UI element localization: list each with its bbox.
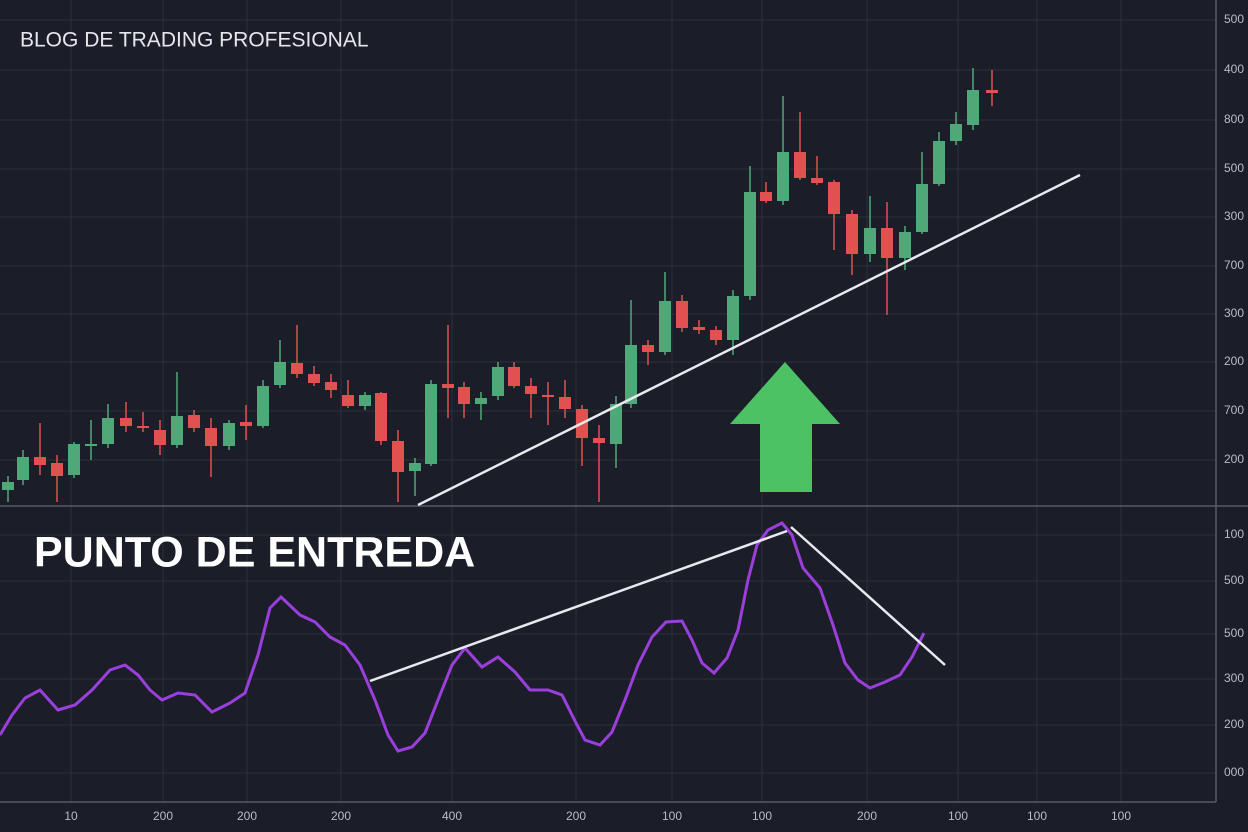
candle-body <box>676 301 688 328</box>
time-label: 100 <box>1111 809 1131 823</box>
candle-body <box>34 457 46 465</box>
candle-body <box>916 184 928 232</box>
oscillator-label: 300 <box>1224 671 1244 685</box>
price-label: 700 <box>1224 258 1244 272</box>
candle-body <box>659 301 671 352</box>
price-label: 500 <box>1224 12 1244 26</box>
candle-body <box>120 418 132 426</box>
price-label: 300 <box>1224 306 1244 320</box>
candles <box>2 68 998 502</box>
candle-body <box>102 418 114 444</box>
time-label: 200 <box>331 809 351 823</box>
candle-body <box>188 415 200 428</box>
time-label: 200 <box>237 809 257 823</box>
oscillator-label: 200 <box>1224 717 1244 731</box>
divergence-line <box>790 526 946 666</box>
time-label: 100 <box>662 809 682 823</box>
candle-body <box>392 441 404 472</box>
trend-line <box>417 173 1081 507</box>
candle-body <box>223 423 235 446</box>
time-label: 400 <box>442 809 462 823</box>
candle-body <box>593 438 605 443</box>
blog-title: BLOG DE TRADING PROFESIONAL <box>20 29 369 52</box>
candle-body <box>933 141 945 184</box>
candle-body <box>409 463 421 471</box>
candle-body <box>986 90 998 93</box>
time-label: 200 <box>857 809 877 823</box>
time-label: 100 <box>752 809 772 823</box>
price-label: 700 <box>1224 403 1244 417</box>
oscillator-label: 500 <box>1224 626 1244 640</box>
candle-body <box>257 386 269 426</box>
candle-body <box>693 327 705 330</box>
price-label: 500 <box>1224 161 1244 175</box>
candle-body <box>525 386 537 394</box>
oscillator-label: 500 <box>1224 573 1244 587</box>
candle-body <box>375 393 387 441</box>
candle-body <box>342 395 354 406</box>
axis-labels: 500 400 800 500 300 700 300 200 700 200 100 500 500 3… <box>64 12 1244 823</box>
candle-body <box>967 90 979 125</box>
candle-body <box>828 182 840 214</box>
oscillator-label: 100 <box>1224 527 1244 541</box>
candle-body <box>425 384 437 464</box>
divergence-line <box>369 529 788 683</box>
candle-body <box>274 362 286 385</box>
candle-body <box>17 457 29 480</box>
up-arrow <box>730 362 840 492</box>
candle-body <box>475 398 487 404</box>
candle-body <box>359 395 371 406</box>
candle-body <box>610 404 622 444</box>
candle-body <box>291 363 303 374</box>
candle-body <box>154 430 166 445</box>
oscillator-label: 000 <box>1224 765 1244 779</box>
candle-body <box>85 444 97 446</box>
candle-body <box>846 214 858 254</box>
candle-body <box>137 426 149 428</box>
candle-body <box>308 374 320 383</box>
price-label: 400 <box>1224 62 1244 76</box>
time-label: 100 <box>1027 809 1047 823</box>
candle-body <box>899 232 911 258</box>
entry-heading: PUNTO DE ENTREDA <box>34 528 475 576</box>
candle-body <box>171 416 183 445</box>
price-label: 800 <box>1224 112 1244 126</box>
oscillator-line <box>0 521 926 753</box>
candle-body <box>542 395 554 397</box>
candle-body <box>642 345 654 352</box>
candle-body <box>744 192 756 296</box>
price-label: 200 <box>1224 354 1244 368</box>
time-label: 10 <box>64 809 78 823</box>
candle-body <box>205 428 217 446</box>
candle-body <box>442 384 454 388</box>
price-label: 300 <box>1224 209 1244 223</box>
time-label: 100 <box>948 809 968 823</box>
candle-body <box>508 367 520 386</box>
candle-body <box>458 387 470 404</box>
candle-body <box>625 345 637 404</box>
candle-body <box>51 463 63 476</box>
time-label: 200 <box>566 809 586 823</box>
candle-body <box>864 228 876 254</box>
candle-body <box>2 482 14 490</box>
candle-body <box>777 152 789 201</box>
candle-body <box>68 444 80 475</box>
time-label: 200 <box>153 809 173 823</box>
candle-body <box>881 228 893 258</box>
candle-body <box>325 382 337 390</box>
grid <box>0 0 1216 802</box>
candle-body <box>794 152 806 178</box>
candle-body <box>950 124 962 141</box>
candle-body <box>727 296 739 340</box>
candle-body <box>559 397 571 409</box>
candle-body <box>240 422 252 426</box>
candle-body <box>710 330 722 340</box>
price-label: 200 <box>1224 452 1244 466</box>
candle-body <box>492 367 504 396</box>
candle-body <box>760 192 772 201</box>
candle-body <box>811 178 823 183</box>
